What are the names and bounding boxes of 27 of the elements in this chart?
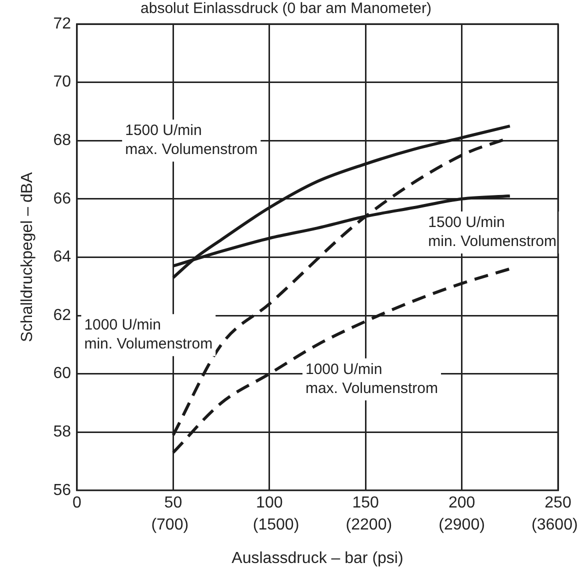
x-tick-label: 50 [164, 494, 182, 512]
y-axis-title: Schalldruckpegel – dBA [19, 172, 36, 342]
x-tick-label: 250 [544, 494, 572, 512]
annotation: 1500 U/min min. Volumenstrom [428, 214, 557, 250]
x2-tick-label: (2900) [438, 516, 485, 534]
x2-tick-label: (2200) [346, 516, 392, 534]
y-tick-label: 68 [53, 132, 72, 150]
x-tick-label: 150 [352, 494, 380, 512]
y-tick-label: 64 [53, 248, 72, 266]
x-tick-label: 200 [448, 494, 476, 512]
y-tick-label: 58 [53, 424, 72, 441]
annotation: 1500 U/min max. Volumenstrom [125, 122, 258, 158]
x-tick-label: 100 [256, 494, 283, 512]
y-tick-label: 60 [53, 365, 72, 382]
annotation: 1000 U/min min. Volumenstrom [84, 316, 213, 353]
y-tick-label: 72 [53, 15, 72, 32]
y-tick-label: 70 [53, 74, 72, 91]
x-axis-title: Auslassdruck – bar (psi) [232, 550, 404, 567]
y-tick-label: 62 [53, 306, 72, 324]
annotation: 1000 U/min max. Volumenstrom [305, 361, 438, 398]
x2-tick-label: (700) [151, 516, 189, 534]
chart-title: absolut Einlassdruck (0 bar am Manometer) [140, 0, 432, 18]
y-tick-label: 56 [53, 482, 72, 499]
x2-tick-label: (1500) [252, 516, 300, 534]
y-tick-label: 66 [53, 190, 72, 208]
x-tick-label: 0 [72, 494, 82, 512]
x2-tick-label: (3600) [532, 516, 578, 534]
